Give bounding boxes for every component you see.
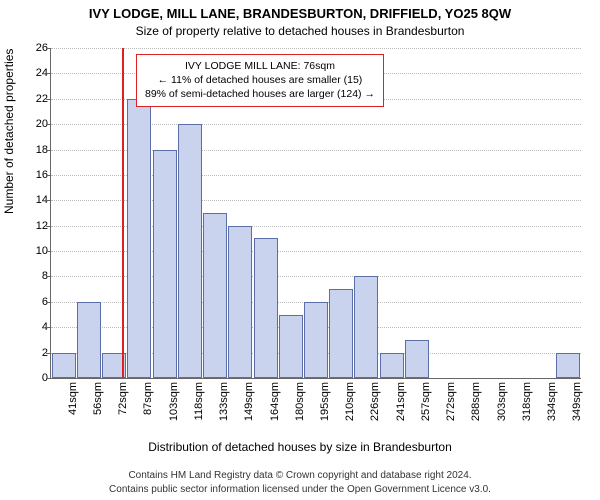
x-tick-label: 195sqm <box>319 382 331 442</box>
x-tick-label: 133sqm <box>218 382 230 442</box>
x-tick-label: 118sqm <box>193 382 205 442</box>
y-tick-mark <box>46 73 50 74</box>
chart-footer: Contains HM Land Registry data © Crown c… <box>0 469 600 496</box>
x-tick-label: 87sqm <box>142 382 154 442</box>
plot-area: IVY LODGE MILL LANE: 76sqm← 11% of detac… <box>50 48 581 379</box>
histogram-bar <box>254 238 278 378</box>
y-tick-mark <box>46 175 50 176</box>
histogram-bar <box>127 99 151 378</box>
annotation-box: IVY LODGE MILL LANE: 76sqm← 11% of detac… <box>136 54 384 107</box>
x-tick-label: 226sqm <box>369 382 381 442</box>
y-tick-mark <box>46 124 50 125</box>
x-tick-label: 180sqm <box>294 382 306 442</box>
y-tick-mark <box>46 251 50 252</box>
y-tick-mark <box>46 327 50 328</box>
gridline <box>51 48 581 49</box>
y-tick-mark <box>46 378 50 379</box>
footer-line-1: Contains HM Land Registry data © Crown c… <box>0 469 600 483</box>
y-tick-mark <box>46 150 50 151</box>
x-tick-label: 272sqm <box>445 382 457 442</box>
x-tick-label: 149sqm <box>243 382 255 442</box>
histogram-bar <box>329 289 353 378</box>
footer-line-2: Contains public sector information licen… <box>0 483 600 497</box>
histogram-bar <box>380 353 404 378</box>
x-tick-label: 318sqm <box>521 382 533 442</box>
x-tick-label: 241sqm <box>395 382 407 442</box>
y-tick-mark <box>46 353 50 354</box>
x-tick-label: 56sqm <box>92 382 104 442</box>
y-tick-mark <box>46 99 50 100</box>
histogram-bar <box>354 276 378 378</box>
x-axis-label: Distribution of detached houses by size … <box>0 440 600 454</box>
x-tick-label: 349sqm <box>571 382 583 442</box>
y-tick-mark <box>46 226 50 227</box>
histogram-bar <box>153 150 177 378</box>
y-tick-mark <box>46 48 50 49</box>
annot-line-2: ← 11% of detached houses are smaller (15… <box>145 73 375 87</box>
chart-title-sub: Size of property relative to detached ho… <box>0 24 600 38</box>
x-tick-label: 41sqm <box>67 382 79 442</box>
x-tick-label: 334sqm <box>546 382 558 442</box>
x-tick-label: 303sqm <box>496 382 508 442</box>
histogram-bar <box>203 213 227 378</box>
y-tick-mark <box>46 200 50 201</box>
chart-title-main: IVY LODGE, MILL LANE, BRANDESBURTON, DRI… <box>0 6 600 21</box>
x-tick-label: 288sqm <box>470 382 482 442</box>
histogram-bar <box>228 226 252 378</box>
x-tick-label: 103sqm <box>168 382 180 442</box>
y-axis-label: Number of detached properties <box>2 49 16 214</box>
histogram-bar <box>405 340 429 378</box>
histogram-bar <box>77 302 101 378</box>
histogram-bar <box>279 315 303 378</box>
histogram-bar <box>52 353 76 378</box>
x-tick-label: 257sqm <box>420 382 432 442</box>
histogram-bar <box>178 124 202 378</box>
x-tick-label: 164sqm <box>269 382 281 442</box>
histogram-bar <box>556 353 580 378</box>
x-tick-label: 72sqm <box>117 382 129 442</box>
x-tick-label: 210sqm <box>344 382 356 442</box>
y-tick-mark <box>46 302 50 303</box>
chart-container: IVY LODGE, MILL LANE, BRANDESBURTON, DRI… <box>0 0 600 500</box>
property-marker-line <box>122 48 124 378</box>
histogram-bar <box>304 302 328 378</box>
y-tick-mark <box>46 276 50 277</box>
annot-line-1: IVY LODGE MILL LANE: 76sqm <box>145 59 375 73</box>
annot-line-3: 89% of semi-detached houses are larger (… <box>145 87 375 101</box>
